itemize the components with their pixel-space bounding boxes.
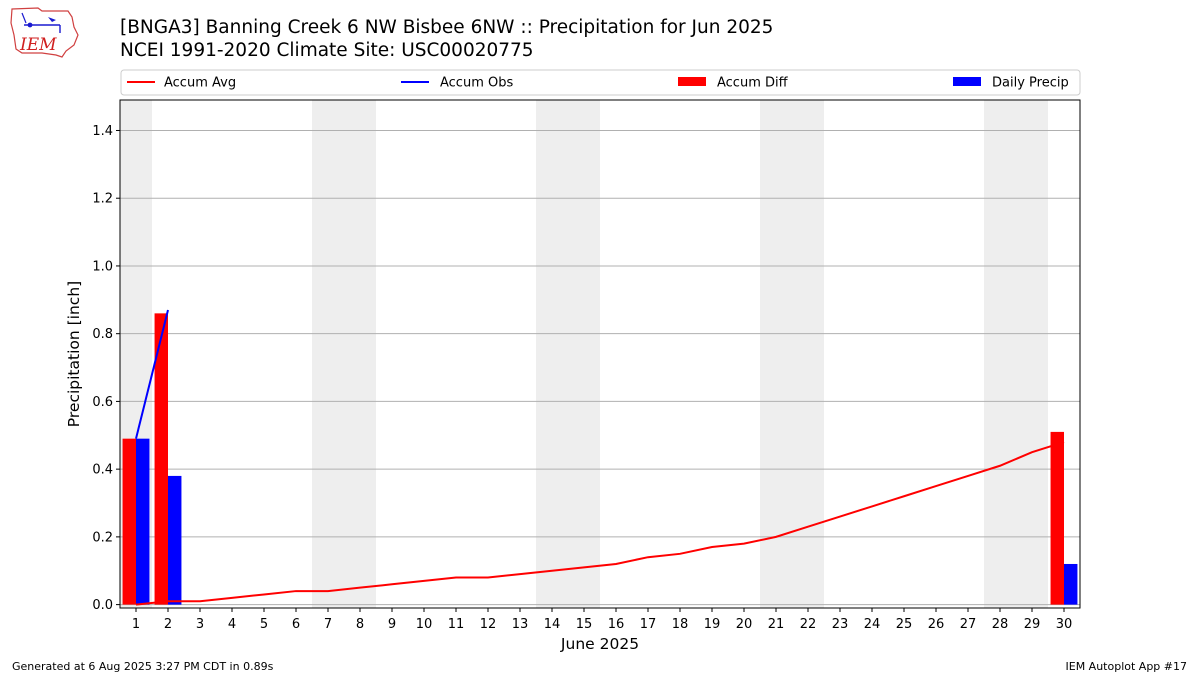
daily-precip-bar: [168, 475, 182, 605]
chart-title: [BNGA3] Banning Creek 6 NW Bisbee 6NW ::…: [120, 17, 774, 38]
x-tick-label: 11: [448, 617, 465, 632]
x-tick-label: 4: [228, 617, 236, 632]
y-tick-label: 0.6: [92, 395, 113, 410]
x-tick-label: 2: [164, 617, 172, 632]
y-tick-label: 1.0: [92, 259, 113, 274]
x-tick-label: 3: [196, 617, 204, 632]
y-tick-label: 0.4: [92, 463, 113, 478]
x-tick-label: 6: [292, 617, 300, 632]
iem-logo: IEM: [10, 7, 79, 58]
y-tick-label: 1.4: [92, 124, 113, 139]
x-tick-label: 26: [928, 617, 945, 632]
x-tick-label: 17: [640, 617, 657, 632]
accum-diff-bar: [154, 313, 168, 605]
line-marks: [135, 309, 1065, 606]
x-tick-label: 28: [992, 617, 1009, 632]
daily-precip-bar: [136, 438, 150, 605]
x-tick-label: 1: [132, 617, 140, 632]
accum-diff-bar: [1050, 431, 1064, 605]
weekend-band: [1016, 100, 1048, 608]
x-tick-label: 18: [672, 617, 689, 632]
chart-subtitle: NCEI 1991-2020 Climate Site: USC00020775: [120, 40, 534, 61]
y-tick-label: 0.8: [92, 327, 113, 342]
x-tick-label: 27: [960, 617, 977, 632]
app-label: IEM Autoplot App #17: [1065, 660, 1188, 673]
weekend-band: [792, 100, 824, 608]
legend-swatch-bar: [953, 77, 981, 86]
weekend-band: [984, 100, 1016, 608]
x-tick-label: 29: [1024, 617, 1041, 632]
x-axis-label: June 2025: [560, 635, 639, 653]
weekend-band: [344, 100, 376, 608]
legend-label: Daily Precip: [992, 76, 1069, 91]
x-tick-label: 25: [896, 617, 913, 632]
accum-obs-line: [135, 309, 169, 439]
x-tick-label: 8: [356, 617, 364, 632]
x-axis-ticks: 1 2 3 4 5 6 7 8 9 10 11 12 13 14 15 16 17 18 19 20 21 22 23 24 2…: [132, 608, 1072, 632]
legend-label: Accum Diff: [717, 76, 789, 91]
legend-swatch-bar: [678, 77, 706, 86]
y-tick-label: 0.0: [92, 598, 113, 613]
x-tick-label: 14: [544, 617, 561, 632]
x-tick-label: 30: [1056, 617, 1073, 632]
accum-diff-bar: [122, 438, 136, 605]
x-tick-label: 16: [608, 617, 625, 632]
bar-marks: [122, 313, 1078, 605]
x-tick-label: 24: [864, 617, 881, 632]
legend-label: Accum Obs: [440, 76, 513, 91]
accum-avg-line: [135, 441, 1065, 606]
weekend-bands: [120, 100, 1048, 608]
plot-frame: [119, 99, 1081, 609]
legend-box: [120, 69, 1081, 96]
logo-text: IEM: [19, 35, 57, 55]
x-tick-label: 19: [704, 617, 721, 632]
y-axis-label: Precipitation [inch]: [65, 281, 83, 427]
grid-lines: [120, 129, 1080, 606]
x-tick-label: 22: [800, 617, 817, 632]
x-tick-label: 7: [324, 617, 332, 632]
y-tick-label: 0.2: [92, 530, 113, 545]
legend-label: Accum Avg: [164, 76, 236, 91]
y-axis-ticks: 0.0 0.2 0.4 0.6 0.8 1.0 1.2 1.4: [92, 124, 120, 613]
legend: Accum Avg Accum Obs Accum Diff Daily Precip: [120, 69, 1081, 96]
daily-precip-bar: [1064, 563, 1078, 605]
generated-timestamp: Generated at 6 Aug 2025 3:27 PM CDT in 0…: [12, 660, 274, 673]
weekend-band: [568, 100, 600, 608]
x-tick-label: 5: [260, 617, 268, 632]
weekend-band: [312, 100, 344, 608]
x-tick-label: 23: [832, 617, 849, 632]
weekend-band: [536, 100, 568, 608]
x-tick-label: 20: [736, 617, 753, 632]
y-tick-label: 1.2: [92, 192, 113, 207]
weekend-band: [760, 100, 792, 608]
x-tick-label: 15: [576, 617, 593, 632]
x-tick-label: 12: [480, 617, 497, 632]
x-tick-label: 9: [388, 617, 396, 632]
x-tick-label: 10: [416, 617, 433, 632]
x-tick-label: 21: [768, 617, 785, 632]
x-tick-label: 13: [512, 617, 529, 632]
